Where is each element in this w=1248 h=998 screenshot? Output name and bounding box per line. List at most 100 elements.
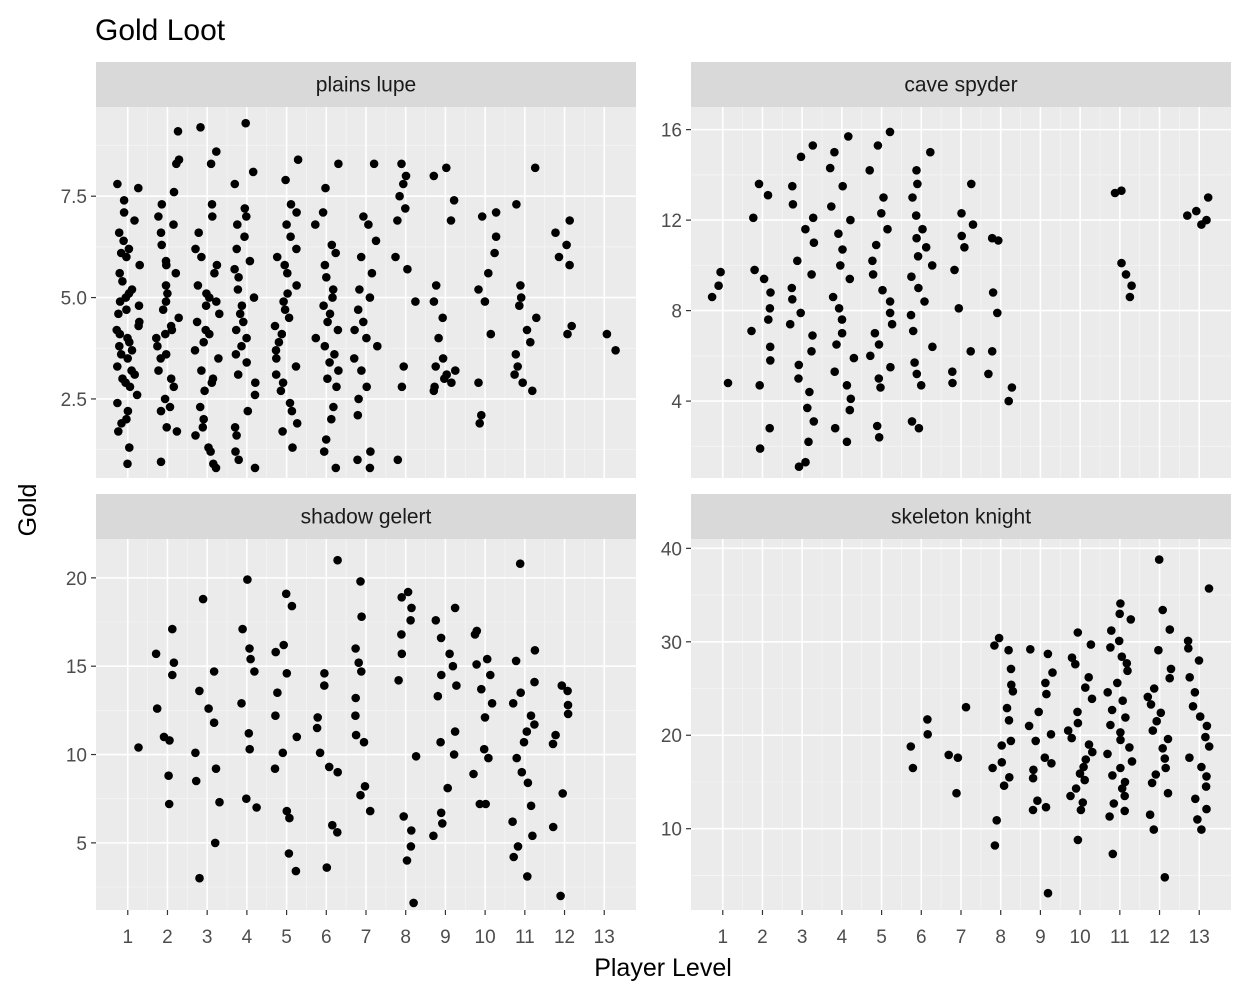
data-point — [447, 378, 456, 388]
data-point — [1197, 762, 1206, 772]
data-point — [402, 856, 412, 865]
data-point — [151, 649, 161, 659]
data-point — [403, 587, 413, 597]
data-point — [357, 366, 366, 375]
y-tick-label: 40 — [661, 539, 682, 560]
data-point — [845, 405, 855, 415]
data-point — [162, 423, 171, 432]
data-point — [913, 251, 923, 261]
data-point — [1024, 721, 1034, 731]
data-point — [251, 378, 260, 388]
x-tick-label: 12 — [1149, 927, 1170, 948]
data-point — [1041, 802, 1051, 812]
data-point — [516, 293, 526, 302]
data-point — [1078, 798, 1088, 807]
data-point — [123, 354, 132, 363]
data-point — [231, 447, 240, 456]
data-point — [114, 427, 123, 436]
data-point — [749, 213, 758, 223]
data-point — [445, 649, 454, 659]
data-point — [134, 183, 143, 193]
data-point — [134, 301, 144, 311]
data-point — [557, 681, 567, 690]
data-point — [195, 686, 204, 696]
data-point — [311, 220, 320, 229]
data-point — [443, 783, 453, 793]
data-point — [164, 771, 173, 780]
data-point — [883, 224, 892, 234]
data-point — [508, 817, 517, 826]
data-point — [313, 713, 323, 722]
data-point — [808, 141, 818, 150]
data-point — [246, 654, 255, 664]
data-point — [516, 688, 525, 697]
data-point — [280, 305, 290, 315]
data-point — [1105, 812, 1114, 821]
y-tick-label: 20 — [661, 726, 682, 747]
data-point — [530, 163, 540, 173]
data-point — [118, 374, 127, 384]
data-point — [1116, 763, 1125, 773]
data-point — [292, 419, 302, 428]
data-point — [754, 179, 764, 189]
data-point — [1183, 636, 1193, 646]
data-point — [274, 337, 284, 347]
data-point — [158, 305, 168, 315]
data-point — [834, 304, 844, 313]
data-point — [191, 244, 200, 254]
data-point — [1120, 777, 1130, 787]
data-point — [1106, 720, 1115, 730]
data-point — [237, 341, 246, 351]
data-point — [152, 704, 162, 713]
data-point — [209, 667, 219, 676]
data-point — [192, 317, 202, 327]
data-point — [437, 670, 446, 680]
data-point — [510, 370, 519, 379]
data-point — [1029, 765, 1038, 775]
data-point — [328, 293, 337, 302]
facet-strip-label: shadow gelert — [301, 506, 432, 529]
data-point — [209, 459, 218, 469]
data-point — [1028, 805, 1038, 815]
data-point — [1040, 753, 1050, 762]
data-point — [990, 841, 1000, 850]
data-point — [240, 232, 249, 241]
data-point — [481, 799, 491, 809]
data-point — [885, 127, 895, 137]
data-point — [207, 200, 217, 209]
data-point — [324, 762, 334, 772]
data-point — [172, 427, 182, 436]
data-point — [204, 443, 213, 452]
data-point — [1115, 609, 1124, 619]
data-point — [135, 260, 144, 270]
data-point — [1204, 742, 1214, 751]
data-point — [271, 370, 281, 379]
data-point — [877, 209, 886, 218]
data-point — [210, 268, 219, 278]
data-point — [113, 179, 122, 189]
data-point — [407, 826, 416, 835]
data-point — [356, 790, 365, 800]
data-point — [333, 828, 342, 837]
data-point — [411, 752, 421, 761]
data-point — [1151, 770, 1161, 779]
data-point — [1120, 806, 1129, 816]
data-point — [830, 423, 840, 433]
data-point — [127, 366, 136, 375]
data-point — [353, 305, 363, 315]
data-point — [825, 163, 835, 173]
data-point — [865, 166, 874, 175]
data-point — [517, 767, 527, 777]
data-point — [1031, 736, 1040, 746]
data-point — [1071, 784, 1081, 793]
data-point — [334, 159, 343, 169]
data-point — [480, 297, 490, 306]
data-point — [194, 228, 203, 237]
data-point — [1004, 396, 1013, 406]
data-point — [210, 838, 220, 848]
panel-cave-spyder: cave spyder 4 8 12 16 — [661, 62, 1231, 478]
data-point — [842, 437, 852, 447]
x-tick-label: 13 — [1189, 927, 1210, 948]
data-point — [399, 362, 409, 371]
data-point — [240, 204, 250, 213]
